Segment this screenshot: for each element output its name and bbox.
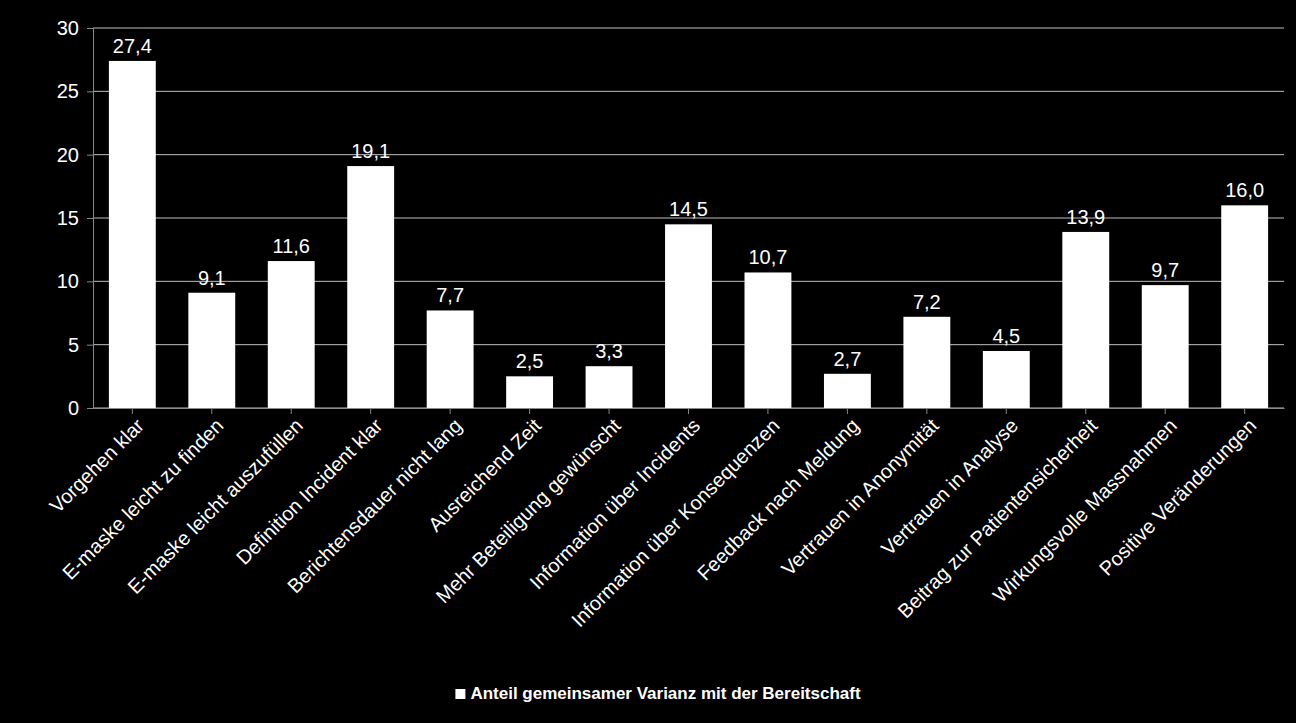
y-tick-label: 10 [57, 270, 79, 292]
x-tick-label: Vertrauen in Anonymität [777, 414, 943, 580]
y-tick: 15 [57, 207, 93, 229]
x-tick-mark [1006, 408, 1007, 414]
grid-line [93, 154, 1284, 155]
y-tick-mark [87, 28, 93, 29]
x-tick-mark [132, 408, 133, 414]
y-tick-mark [87, 281, 93, 282]
x-tick-label: Positive Veränderungen [1095, 414, 1261, 580]
x-tick: Berichtensdauer nicht lang [283, 408, 466, 597]
bar [188, 293, 235, 408]
data-labels: 27,4 9,1 11,6 19,1 7,7 2,5 3,3 14,5 10,7 2,7 7,2 4,… [113, 35, 1264, 372]
data-label: 2,7 [833, 348, 861, 370]
y-tick-label: 15 [57, 207, 79, 229]
bar [1142, 285, 1189, 408]
grid-line [93, 28, 1284, 29]
bar [586, 366, 633, 408]
y-tick-mark [87, 408, 93, 409]
y-axis: 0 5 10 15 20 25 30 [57, 17, 94, 419]
y-tick-label: 25 [57, 80, 79, 102]
x-tick-mark [847, 408, 848, 414]
grid-line [93, 91, 1284, 92]
plot: 0 5 10 15 20 25 30 Vorgehen klarE-maske leicht … [45, 17, 1284, 631]
x-tick-label: Feedback nach Meldung [693, 414, 863, 584]
x-tick-mark [688, 408, 689, 414]
x-tick-label: Vertrauen in Analyse [877, 414, 1022, 559]
data-label: 27,4 [113, 35, 152, 57]
x-tick-mark [1085, 408, 1086, 414]
x-tick-mark [450, 408, 451, 414]
data-label: 9,7 [1151, 259, 1179, 281]
data-label: 11,6 [273, 235, 310, 257]
x-tick-mark [926, 408, 927, 414]
y-tick-mark [87, 155, 93, 156]
x-tick-mark [291, 408, 292, 414]
bar [824, 374, 871, 408]
bars [109, 61, 1268, 408]
data-label: 7,2 [913, 291, 941, 313]
data-label: 13,9 [1066, 206, 1105, 228]
x-tick: Definition Incident klar [232, 408, 387, 569]
y-tick-mark [87, 218, 93, 219]
data-label: 7,7 [436, 284, 464, 306]
x-tick: Feedback nach Meldung [693, 408, 863, 585]
bar [1062, 232, 1109, 408]
y-tick: 10 [57, 270, 93, 292]
y-tick-label: 20 [57, 144, 79, 166]
x-tick: Positive Veränderungen [1095, 408, 1261, 580]
y-tick: 5 [68, 334, 93, 356]
bar [745, 272, 792, 408]
bar [506, 376, 553, 408]
bar [983, 351, 1030, 408]
x-axis: Vorgehen klarE-maske leicht zu findenE-m… [45, 408, 1284, 631]
x-tick-mark [1165, 408, 1166, 414]
y-tick: 0 [68, 397, 93, 419]
data-label: 16,0 [1225, 179, 1264, 201]
y-axis-line [87, 29, 94, 409]
y-tick-label: 5 [68, 334, 79, 356]
bar [903, 317, 950, 408]
bar [347, 166, 394, 408]
legend-label: Anteil gemeinsamer Varianz mit der Berei… [470, 684, 861, 703]
bar [1221, 205, 1268, 408]
data-label: 3,3 [595, 340, 623, 362]
grid [93, 28, 1284, 408]
bar [665, 224, 712, 408]
y-tick-label: 30 [57, 17, 79, 39]
x-tick-label: Definition Incident klar [232, 414, 387, 569]
y-tick: 20 [57, 144, 93, 166]
y-tick: 25 [57, 80, 93, 102]
legend: Anteil gemeinsamer Varianz mit der Berei… [455, 684, 861, 703]
data-label: 10,7 [748, 246, 787, 268]
bar [268, 261, 315, 408]
x-tick: Information über Incidents [525, 408, 704, 593]
y-tick: 30 [57, 17, 93, 39]
legend-item: Anteil gemeinsamer Varianz mit der Berei… [455, 684, 861, 703]
x-tick: E-maske leicht zu finden [58, 408, 228, 584]
bar [427, 310, 474, 408]
data-label: 19,1 [351, 140, 390, 162]
data-label: 9,1 [198, 267, 226, 289]
x-tick-mark [609, 408, 610, 414]
x-tick-mark [1244, 408, 1245, 414]
y-tick-mark [87, 345, 93, 346]
x-tick: Vertrauen in Analyse [877, 408, 1022, 560]
x-tick-mark [767, 408, 768, 414]
y-tick-label: 0 [68, 397, 79, 419]
data-label: 2,5 [516, 350, 544, 372]
x-tick-mark [211, 408, 212, 414]
x-tick-label: E-maske leicht zu finden [58, 414, 228, 584]
x-tick-mark [370, 408, 371, 414]
x-tick-mark [529, 408, 530, 414]
x-tick: Vertrauen in Anonymität [777, 408, 943, 580]
bar [109, 61, 156, 408]
legend-swatch [455, 689, 465, 699]
y-tick-mark [87, 91, 93, 92]
data-label: 14,5 [669, 198, 708, 220]
chart: 0 5 10 15 20 25 30 Vorgehen klarE-maske leicht … [0, 0, 1296, 723]
x-tick: E-maske leicht auszufüllen [123, 408, 307, 598]
data-label: 4,5 [992, 325, 1020, 347]
